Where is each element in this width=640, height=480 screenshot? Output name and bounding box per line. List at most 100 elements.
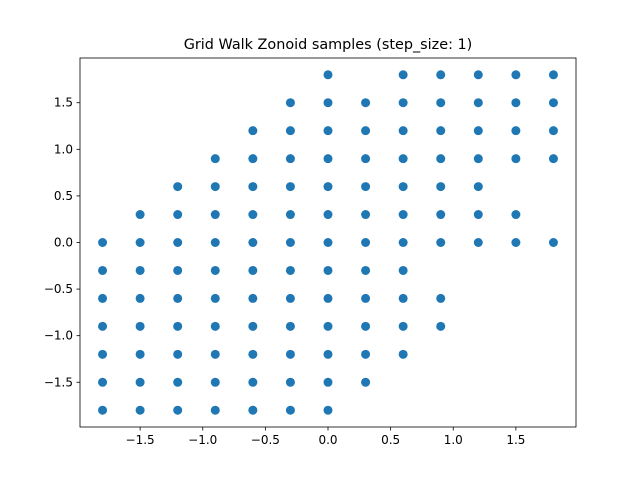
data-point <box>473 210 483 220</box>
x-tick-label: −1.0 <box>188 433 217 447</box>
data-point <box>436 210 446 220</box>
data-point <box>173 349 183 359</box>
data-point <box>436 293 446 303</box>
data-point <box>323 293 333 303</box>
data-point <box>323 238 333 247</box>
data-point <box>135 377 145 387</box>
data-point <box>323 265 333 275</box>
y-tick-label: 0.5 <box>54 189 73 203</box>
data-point <box>135 210 145 220</box>
data-point <box>248 405 258 415</box>
data-point <box>285 238 295 247</box>
data-point <box>548 238 558 247</box>
data-point <box>436 182 446 192</box>
x-axis: −1.5 −1.0 −0.5 0.0 0.5 1.0 1.5 <box>126 427 525 447</box>
data-point <box>248 349 258 359</box>
data-point <box>173 293 183 303</box>
data-point <box>248 210 258 220</box>
data-point <box>436 238 446 247</box>
data-point <box>285 321 295 331</box>
data-point <box>361 154 371 164</box>
data-point <box>210 349 220 359</box>
data-point <box>135 349 145 359</box>
data-point <box>548 98 558 108</box>
data-point <box>210 154 220 164</box>
data-point <box>398 126 408 136</box>
data-point <box>135 293 145 303</box>
x-tick-label: −1.5 <box>126 433 155 447</box>
data-point <box>210 405 220 415</box>
data-point <box>210 293 220 303</box>
data-point <box>285 126 295 136</box>
data-point <box>436 154 446 164</box>
data-point <box>511 70 521 80</box>
data-point <box>323 182 333 192</box>
data-point <box>548 70 558 80</box>
data-point <box>511 154 521 164</box>
data-point <box>473 238 483 247</box>
data-point <box>248 238 258 247</box>
data-point <box>323 98 333 108</box>
data-point <box>173 265 183 275</box>
data-point <box>436 98 446 108</box>
data-point <box>248 154 258 164</box>
chart-title: Grid Walk Zonoid samples (step_size: 1) <box>184 37 473 53</box>
data-point <box>173 210 183 220</box>
data-point <box>285 377 295 387</box>
data-point <box>398 182 408 192</box>
data-point <box>285 405 295 415</box>
x-tick-label: 1.5 <box>506 433 525 447</box>
data-point <box>323 405 333 415</box>
data-point <box>436 70 446 80</box>
data-point <box>398 349 408 359</box>
data-point <box>210 210 220 220</box>
data-point <box>361 98 371 108</box>
data-point <box>511 126 521 136</box>
data-point <box>323 321 333 331</box>
data-point <box>398 70 408 80</box>
y-tick-label: 1.0 <box>54 142 73 156</box>
data-point <box>548 126 558 136</box>
data-point <box>436 321 446 331</box>
y-tick-label: 1.5 <box>54 96 73 110</box>
data-point <box>248 126 258 136</box>
data-point <box>473 154 483 164</box>
data-point <box>173 405 183 415</box>
data-point <box>361 293 371 303</box>
y-tick-label: −1.0 <box>44 329 73 343</box>
data-point <box>548 154 558 164</box>
data-point <box>361 126 371 136</box>
data-point <box>511 98 521 108</box>
data-point <box>511 210 521 220</box>
data-point <box>398 210 408 220</box>
y-axis: −1.5 −1.0 −0.5 0.0 0.5 1.0 1.5 <box>44 96 80 389</box>
data-point <box>323 349 333 359</box>
data-point <box>511 238 521 247</box>
data-point <box>285 182 295 192</box>
data-point <box>361 182 371 192</box>
data-point <box>210 321 220 331</box>
data-point <box>473 126 483 136</box>
data-point <box>398 238 408 247</box>
data-point <box>173 238 183 247</box>
data-point <box>285 210 295 220</box>
data-point <box>361 265 371 275</box>
data-point <box>98 321 108 331</box>
data-point <box>248 377 258 387</box>
data-point <box>210 182 220 192</box>
data-point <box>248 265 258 275</box>
data-point <box>323 126 333 136</box>
y-tick-label: −1.5 <box>44 375 73 389</box>
x-tick-label: 0.5 <box>381 433 400 447</box>
data-point <box>248 321 258 331</box>
points-layer <box>98 70 558 415</box>
data-point <box>285 293 295 303</box>
data-point <box>285 265 295 275</box>
data-point <box>398 293 408 303</box>
data-point <box>398 265 408 275</box>
data-point <box>436 126 446 136</box>
data-point <box>473 182 483 192</box>
x-tick-label: −0.5 <box>251 433 280 447</box>
data-point <box>398 154 408 164</box>
